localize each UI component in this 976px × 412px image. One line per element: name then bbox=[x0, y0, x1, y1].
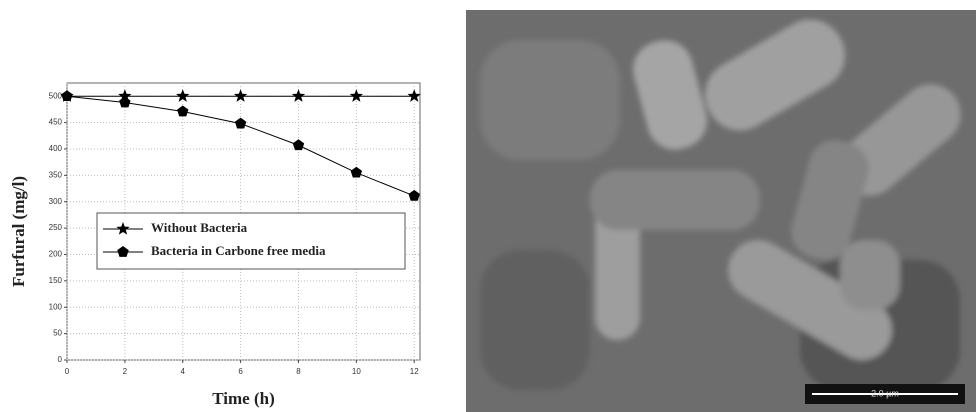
sem-image: 2.0 µm bbox=[466, 7, 976, 412]
y-axis-label: Furfural (mg/l) bbox=[9, 176, 28, 287]
y-tick-label: 450 bbox=[49, 118, 63, 127]
x-tick-label: 0 bbox=[65, 367, 70, 376]
y-tick-label: 0 bbox=[58, 355, 63, 364]
y-tick-label: 50 bbox=[53, 329, 62, 338]
y-tick-label: 300 bbox=[49, 197, 63, 206]
x-tick-label: 6 bbox=[238, 367, 243, 376]
legend-box bbox=[97, 213, 405, 269]
figure: 0 50 100 150 200 250 300 350 400 450 500 0 2 4 6 8 10 12 F… bbox=[0, 0, 976, 412]
x-axis-label: Time (h) bbox=[212, 389, 275, 408]
x-tick-label: 2 bbox=[123, 367, 128, 376]
x-tick-label: 4 bbox=[181, 367, 186, 376]
legend-label: Bacteria in Carbone free media bbox=[151, 243, 326, 258]
x-tick-label: 12 bbox=[410, 367, 419, 376]
y-tick-label: 350 bbox=[49, 170, 63, 179]
plot: 0 50 100 150 200 250 300 350 400 450 500 0 2 4 6 8 10 12 F… bbox=[9, 83, 421, 408]
y-tick-label: 250 bbox=[49, 223, 63, 232]
y-tick-label: 150 bbox=[49, 276, 63, 285]
y-tick-label: 100 bbox=[49, 302, 63, 311]
y-tick-label: 400 bbox=[49, 144, 63, 153]
scale-label: 2.0 µm bbox=[871, 388, 899, 398]
legend-label: Without Bacteria bbox=[151, 220, 248, 235]
y-tick-label: 200 bbox=[49, 250, 63, 259]
x-tick-label: 8 bbox=[296, 367, 301, 376]
y-tick-label: 500 bbox=[49, 91, 63, 100]
x-tick-label: 10 bbox=[352, 367, 361, 376]
